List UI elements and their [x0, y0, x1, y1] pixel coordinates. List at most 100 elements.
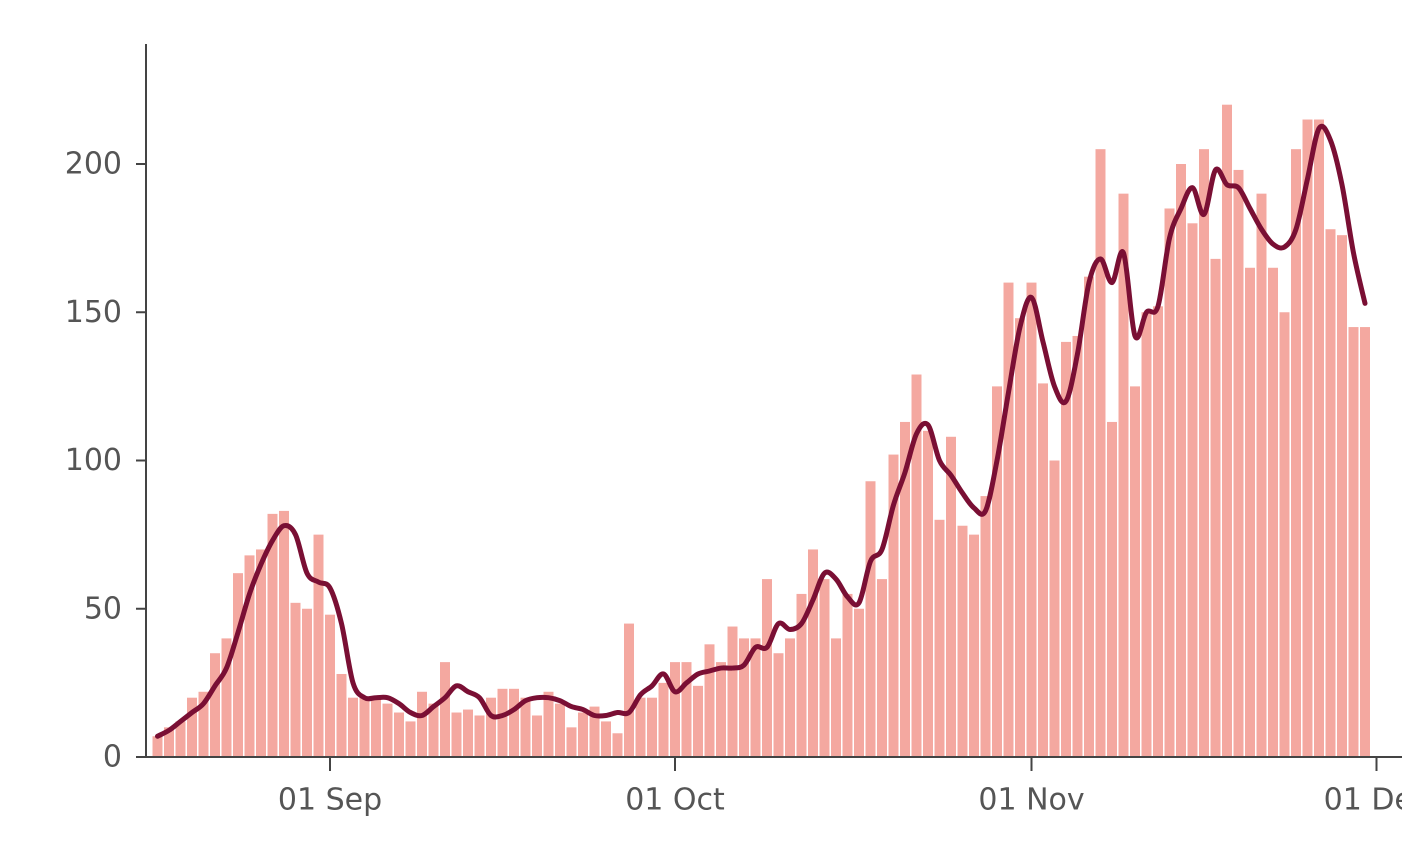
bar — [923, 430, 933, 757]
bar — [589, 706, 600, 757]
bar — [1187, 223, 1198, 758]
y-tick-label: 100 — [65, 443, 122, 478]
bar — [325, 614, 335, 757]
bar — [152, 736, 163, 757]
bar — [635, 697, 646, 757]
bar — [244, 555, 255, 757]
bar — [486, 697, 496, 757]
bar — [796, 593, 807, 757]
bar — [1049, 460, 1060, 757]
bar — [382, 703, 393, 757]
bar — [1279, 312, 1290, 757]
bar — [187, 697, 197, 757]
bar — [934, 519, 945, 757]
bar — [1256, 193, 1267, 757]
bar — [1164, 208, 1175, 758]
bar — [1268, 267, 1278, 757]
bar — [1118, 193, 1129, 757]
bar — [1107, 421, 1117, 757]
bar — [1302, 119, 1313, 757]
y-tick-label: 150 — [65, 295, 122, 330]
bar — [785, 638, 795, 757]
bar — [555, 703, 565, 757]
bar — [1072, 335, 1083, 757]
bar — [1348, 327, 1359, 757]
bar — [371, 697, 381, 757]
bar-series — [152, 104, 1370, 758]
bar — [658, 682, 669, 758]
x-tick-label: 01 Nov — [978, 783, 1084, 818]
bar — [762, 579, 772, 757]
bar — [1038, 383, 1048, 757]
bar — [1084, 276, 1094, 757]
bar — [854, 608, 864, 757]
bar — [727, 626, 738, 757]
bar — [463, 709, 473, 757]
bar — [532, 715, 542, 757]
bar — [543, 691, 554, 757]
bar — [290, 602, 301, 757]
bar — [1337, 235, 1347, 757]
bar — [612, 733, 623, 757]
bar — [946, 436, 956, 757]
bar — [1153, 306, 1163, 757]
bar — [681, 662, 692, 757]
bar — [1210, 258, 1221, 757]
bar — [1026, 282, 1037, 757]
bar — [1176, 164, 1186, 757]
x-tick-label: 01 Oct — [625, 783, 725, 818]
bar — [1325, 229, 1336, 758]
bar — [302, 608, 312, 757]
bar — [1360, 327, 1370, 757]
bar — [750, 638, 761, 757]
bar — [1291, 149, 1301, 758]
bar — [164, 727, 174, 757]
bar — [221, 638, 232, 757]
bar — [980, 496, 991, 757]
bar — [819, 579, 830, 757]
y-axis: 0 50 100 150 200 — [65, 44, 147, 775]
bar — [417, 691, 427, 757]
y-tick-label: 50 — [84, 591, 122, 626]
bar — [1141, 312, 1152, 757]
bar — [279, 510, 289, 757]
rolling-average-line — [155, 123, 1368, 739]
bar — [1199, 149, 1209, 758]
bar — [992, 386, 1002, 758]
bar — [198, 691, 209, 757]
bar — [405, 721, 416, 757]
bar — [1245, 267, 1255, 757]
bar — [704, 644, 715, 757]
bar — [474, 715, 485, 757]
bar — [394, 712, 404, 757]
bar — [877, 579, 887, 757]
y-tick-label: 200 — [65, 147, 122, 182]
bar — [520, 697, 531, 757]
bar — [451, 712, 462, 757]
bar — [578, 712, 588, 757]
bar — [842, 593, 853, 757]
bar — [233, 573, 243, 757]
bar — [693, 685, 703, 757]
bar — [1061, 341, 1071, 757]
bar — [1095, 149, 1106, 758]
bar — [969, 534, 979, 758]
bar — [428, 703, 439, 757]
bar — [624, 623, 634, 757]
bar — [739, 638, 749, 757]
bar — [1222, 104, 1232, 757]
bar — [336, 673, 347, 757]
bar — [175, 721, 186, 757]
bar — [900, 421, 910, 757]
bar — [773, 653, 784, 757]
bar — [359, 697, 370, 757]
bar — [1130, 386, 1140, 758]
bar — [808, 549, 818, 757]
bar — [716, 662, 726, 757]
bar — [256, 549, 266, 757]
bar — [911, 374, 922, 757]
bar — [1314, 119, 1324, 757]
bar — [440, 662, 450, 757]
bar — [957, 525, 968, 757]
